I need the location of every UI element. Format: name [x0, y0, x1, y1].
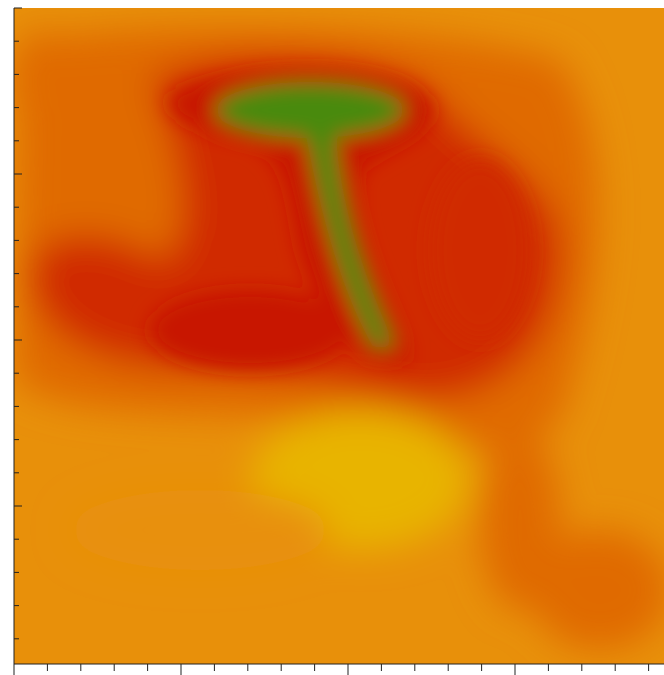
contour-region [215, 82, 405, 138]
contour-region [14, 30, 70, 130]
plot-area [14, 8, 664, 664]
contour-region [530, 530, 664, 650]
contour-layer [150, 69, 530, 370]
contour-region [70, 490, 330, 570]
contour-region [480, 430, 560, 610]
axes [13, 7, 664, 675]
contour-region [305, 130, 395, 350]
contour-region [150, 290, 350, 370]
contour-region [430, 160, 530, 340]
